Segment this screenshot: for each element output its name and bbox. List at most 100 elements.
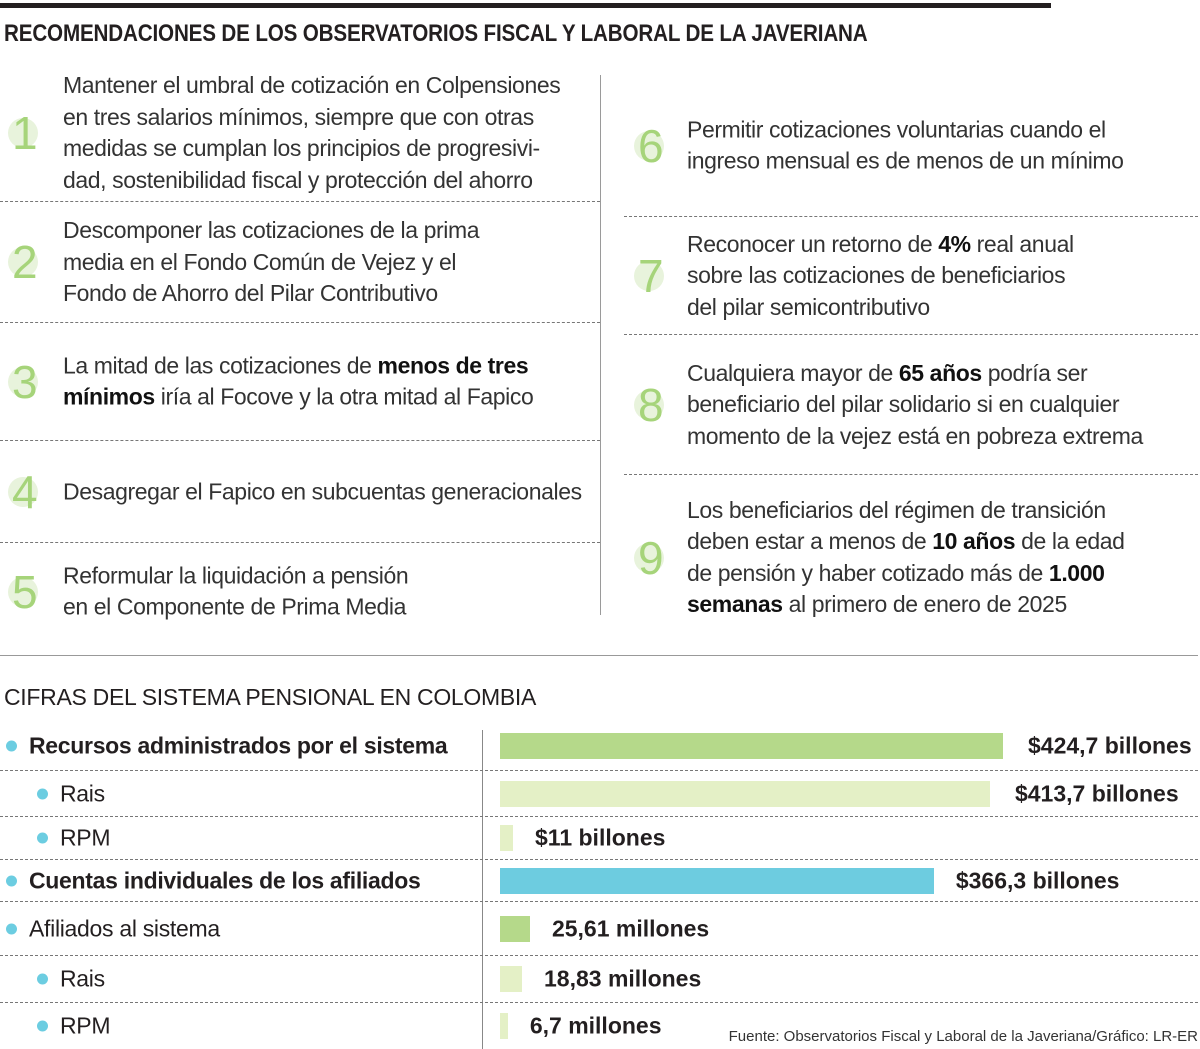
recommendation-number: 8 — [634, 378, 664, 431]
page-title: RECOMENDACIONES DE LOS OBSERVATORIOS FIS… — [4, 20, 868, 47]
row-label: Recursos administrados por el sistema — [29, 732, 448, 759]
text-segment: beneficiario del pilar solidario si en c… — [687, 390, 1120, 417]
value-label: 25,61 millones — [551, 915, 710, 941]
value-label: $413,7 billones — [1014, 780, 1179, 806]
bullet-icon — [37, 973, 48, 985]
highlight-text: semanas — [687, 591, 783, 617]
text-segment: deben estar a menos de — [687, 528, 933, 554]
text-segment: Fondo de Ahorro del Pilar Contributivo — [63, 279, 438, 306]
bullet-icon — [6, 923, 17, 934]
bullet-icon — [6, 875, 17, 886]
recommendation-item: 8 Cualquiera mayor de 65 años podría ser b… — [624, 335, 1198, 475]
recommendation-item: 3 La mitad de las cotizaciones de menos d… — [0, 323, 600, 441]
recommendation-text: Desagregar el Fapico en subcuentas gener… — [63, 476, 582, 508]
recommendation-item: 5 Reformular la liquidación a pensión en e… — [0, 543, 600, 640]
recommendation-item: 7 Reconocer un retorno de 4% real anual so… — [624, 217, 1198, 335]
highlight-text: 4% — [938, 230, 971, 257]
text-segment: Descomponer las cotizaciones de la prima — [63, 216, 480, 243]
text-segment: real anual — [970, 230, 1074, 257]
text-segment: Reformular la liquidación a pensión — [63, 562, 409, 588]
text-segment: del pilar semicontributivo — [687, 293, 930, 320]
bar — [500, 780, 990, 807]
text-segment: Permitir cotizaciones voluntarias cuando… — [687, 116, 1106, 142]
row-label: Cuentas individuales de los afiliados — [29, 867, 421, 893]
chart-row: Cuentas individuales de los afiliados $36… — [0, 860, 1198, 902]
highlight-text: menos de tres — [377, 352, 529, 378]
bar — [500, 966, 523, 992]
bar — [500, 825, 514, 851]
value-label: $424,7 billones — [1028, 732, 1192, 759]
recommendation-number: 2 — [8, 236, 38, 288]
text-segment: Mantener el umbral de cotización en Colp… — [63, 72, 561, 98]
highlight-text: mínimos — [63, 383, 155, 410]
recommendation-number: 7 — [634, 249, 664, 302]
top-rule — [0, 3, 1051, 8]
bullet-icon — [37, 1020, 48, 1032]
bullet-icon — [37, 832, 48, 844]
text-segment: Desagregar el Fapico en subcuentas gener… — [63, 477, 582, 504]
row-label: RPM — [60, 1012, 111, 1039]
value-label: 6,7 millones — [529, 1012, 662, 1039]
recommendation-text: Mantener el umbral de cotización en Colp… — [63, 70, 561, 196]
bar — [500, 867, 934, 894]
recommendation-item: 2 Descomponer las cotizaciones de la prim… — [0, 202, 600, 323]
recommendation-number: 3 — [8, 355, 38, 408]
text-segment: Los beneficiarios del régimen de transic… — [687, 496, 1106, 523]
text-segment: en el Componente de Prima Media — [63, 593, 407, 620]
text-segment: Cualquiera mayor de — [687, 359, 899, 386]
chart-row: Afiliados al sistema 25,61 millones — [0, 902, 1198, 956]
row-label: Rais — [60, 780, 105, 806]
recommendation-item: 1 Mantener el umbral de cotización en Col… — [0, 65, 600, 202]
bullet-icon — [37, 788, 48, 799]
bar — [500, 915, 530, 942]
text-segment: media en el Fondo Común de Vejez y el — [63, 248, 457, 275]
chart-axis-line — [482, 730, 483, 1049]
text-segment: momento de la vejez está en pobreza extr… — [687, 422, 1143, 449]
recommendation-number: 6 — [634, 119, 664, 172]
row-label: Rais — [60, 965, 105, 992]
row-label: RPM — [60, 824, 111, 851]
chart-row: Recursos administrados por el sistema $42… — [0, 722, 1198, 771]
text-segment: medidas se cumplan los principios de pro… — [63, 135, 540, 161]
chart-row: RPM 6,7 millones — [0, 1003, 1198, 1049]
text-segment: en tres salarios mínimos, siempre que co… — [63, 103, 534, 130]
recommendation-text: Permitir cotizaciones voluntarias cuando… — [687, 114, 1124, 177]
value-label: $11 billones — [535, 824, 666, 851]
bar — [500, 1013, 508, 1039]
recommendation-number: 4 — [8, 465, 38, 518]
recommendation-item: 9 Los beneficiarios del régimen de transi… — [624, 475, 1198, 640]
recommendation-item: 4 Desagregar el Fapico en subcuentas gene… — [0, 441, 600, 543]
bullet-icon — [6, 740, 17, 752]
recommendation-text: Reconocer un retorno de 4% real anual sob… — [687, 228, 1074, 323]
highlight-text: 10 años — [932, 528, 1016, 554]
text-segment: de la edad — [1015, 528, 1125, 554]
text-segment: sobre las cotizaciones de beneficiarios — [687, 261, 1066, 288]
recommendation-text: Reformular la liquidación a pensión en el… — [63, 560, 409, 623]
text-segment: ingreso mensual es de menos de un mínimo — [687, 147, 1124, 174]
chart-row: Rais 18,83 millones — [0, 956, 1198, 1003]
source-note: Fuente: Observatorios Fiscal y Laboral d… — [728, 1028, 1198, 1045]
value-label: $366,3 billones — [955, 867, 1120, 893]
chart-title: CIFRAS DEL SISTEMA PENSIONAL EN COLOMBIA — [4, 684, 537, 710]
recommendation-item: 6 Permitir cotizaciones voluntarias cuand… — [624, 75, 1198, 217]
text-segment: de pensión y haber cotizado más de — [687, 559, 1049, 586]
row-label: Afiliados al sistema — [29, 915, 220, 941]
column-divider — [600, 75, 601, 615]
recommendation-text: La mitad de las cotizaciones de menos de… — [63, 350, 534, 413]
highlight-text: 65 años — [898, 359, 982, 386]
recommendation-number: 9 — [634, 531, 664, 584]
text-segment: dad, sostenibilidad fiscal y protección … — [63, 166, 533, 193]
text-segment: La mitad de las cotizaciones de — [63, 352, 378, 378]
text-segment: al primero de enero de 2025 — [782, 591, 1068, 617]
recommendation-number: 1 — [8, 107, 38, 159]
chart-row: Rais $413,7 billones — [0, 771, 1198, 817]
recommendation-text: Los beneficiarios del régimen de transic… — [687, 495, 1125, 621]
value-label: 18,83 millones — [544, 965, 702, 992]
text-segment: iría al Focove y la otra mitad al Fapico — [154, 383, 534, 410]
chart-row: RPM $11 billones — [0, 817, 1198, 860]
recommendation-number: 5 — [8, 565, 38, 618]
text-segment: Reconocer un retorno de — [687, 230, 939, 257]
section-divider — [0, 655, 1198, 656]
text-segment: podría ser — [981, 359, 1088, 386]
bar — [500, 733, 1003, 759]
